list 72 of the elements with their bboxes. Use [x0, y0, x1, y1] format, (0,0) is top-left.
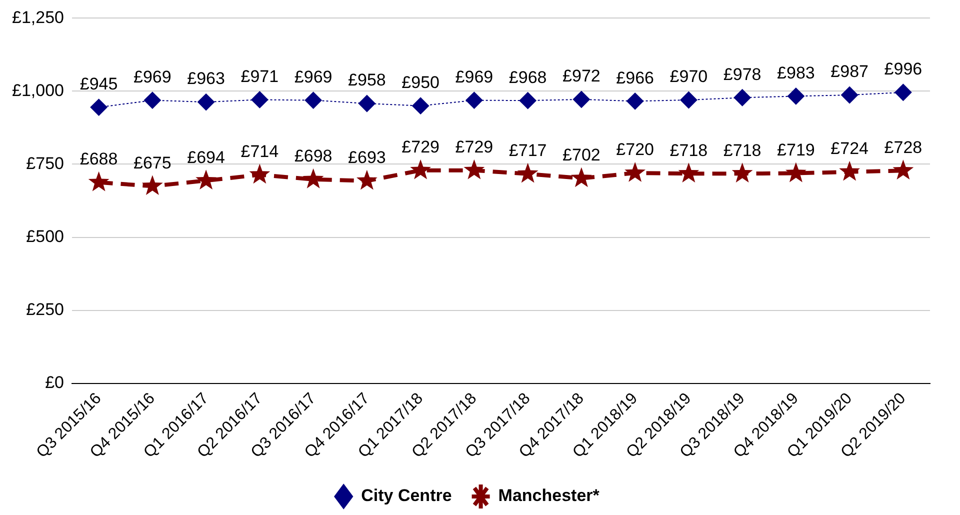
data-label: £972	[562, 66, 600, 86]
point	[626, 92, 644, 110]
legend-label: Manchester*	[498, 486, 600, 506]
point	[785, 162, 806, 182]
data-label: £693	[348, 148, 386, 168]
data-label: £694	[187, 148, 225, 167]
point	[196, 170, 217, 190]
data-label: £969	[134, 67, 172, 86]
point	[839, 160, 860, 181]
data-label: £996	[884, 60, 922, 79]
y-tick-label: £750	[26, 154, 64, 173]
point	[894, 84, 912, 101]
data-label: £714	[240, 142, 279, 161]
data-label: £983	[777, 63, 815, 82]
point	[464, 159, 485, 180]
point	[410, 159, 432, 180]
point	[302, 168, 324, 188]
y-tick-label: £1,000	[12, 80, 64, 100]
point	[680, 91, 698, 108]
point	[466, 92, 483, 109]
data-label: £720	[616, 140, 654, 160]
data-label: £718	[723, 140, 762, 160]
point	[570, 167, 592, 188]
point	[841, 86, 858, 104]
data-label: £724	[830, 139, 868, 158]
data-label: £688	[80, 150, 118, 169]
y-tick-label: £0	[45, 372, 64, 392]
point	[358, 94, 376, 112]
data-label: £945	[80, 74, 118, 94]
data-label: £969	[455, 67, 494, 86]
data-label: £702	[562, 145, 600, 164]
data-label: £987	[830, 62, 868, 82]
y-tick-label: £1,250	[12, 8, 64, 27]
data-label: £958	[348, 70, 386, 90]
data-label: £968	[508, 68, 547, 87]
data-label: £675	[134, 153, 172, 172]
point	[572, 90, 590, 108]
point	[88, 171, 110, 192]
data-label: £963	[187, 69, 225, 88]
y-tick-label: £500	[26, 226, 64, 246]
point	[198, 94, 215, 111]
point	[249, 164, 270, 184]
data-label: £971	[240, 66, 279, 86]
point	[356, 170, 378, 190]
data-label: £966	[616, 68, 654, 88]
data-label: £970	[670, 67, 708, 86]
point	[519, 92, 536, 110]
data-label: £729	[455, 138, 494, 157]
y-tick-label: £250	[26, 300, 64, 319]
data-label: £718	[670, 140, 708, 160]
legend-label: City Centre	[361, 486, 452, 506]
data-label: £698	[294, 146, 332, 166]
point	[142, 175, 163, 196]
data-label: £729	[402, 138, 440, 157]
data-label: £950	[402, 73, 440, 92]
data-label: £969	[294, 67, 332, 86]
point	[90, 98, 108, 116]
point	[678, 162, 700, 182]
point	[251, 91, 268, 108]
point	[304, 92, 322, 109]
point	[624, 162, 646, 182]
point	[144, 92, 161, 109]
data-label: £728	[884, 138, 922, 157]
data-label: £719	[777, 140, 815, 160]
point	[732, 162, 753, 182]
point	[412, 97, 430, 114]
point	[517, 162, 538, 183]
point	[892, 160, 914, 180]
point	[787, 88, 804, 105]
point	[734, 89, 751, 106]
data-label: £978	[723, 64, 762, 84]
data-label: £717	[508, 141, 547, 160]
